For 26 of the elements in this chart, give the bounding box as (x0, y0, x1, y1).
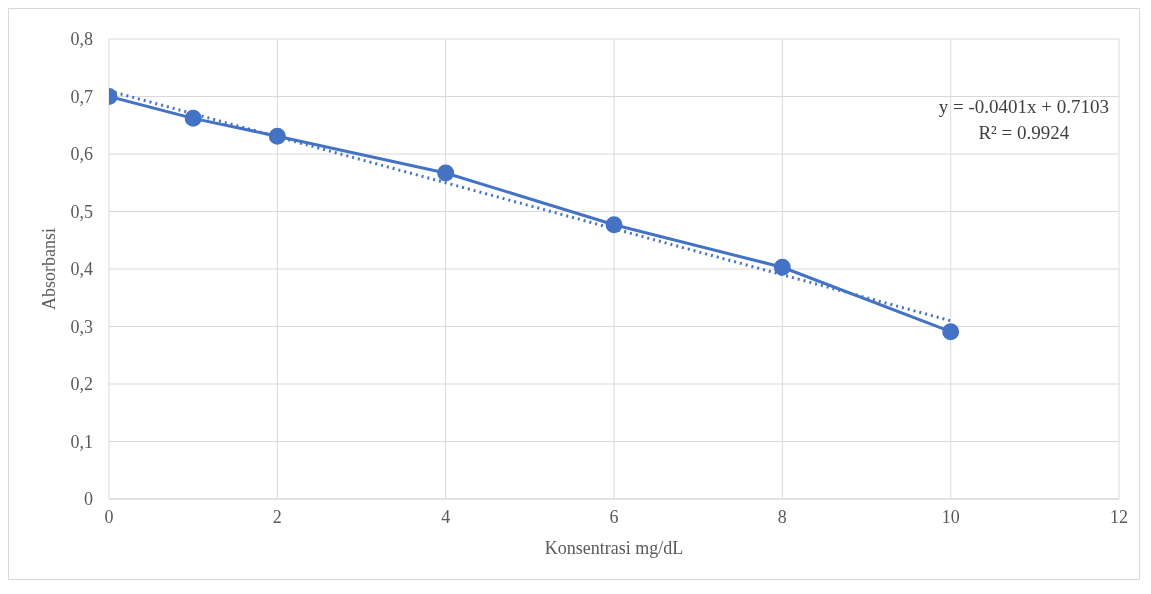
x-tick-label: 12 (1110, 507, 1128, 527)
point (184, 109, 202, 127)
y-tick-label: 0,7 (70, 86, 93, 107)
x-tick-label: 2 (272, 507, 282, 527)
y-tick-label: 0,3 (70, 316, 93, 337)
point (773, 258, 791, 276)
point (942, 323, 960, 341)
x-tick-label: 8 (777, 507, 787, 527)
x-tick-label: 0 (104, 507, 114, 527)
y-tick-label: 0,1 (70, 431, 93, 452)
x-tick-label: 4 (441, 507, 451, 527)
x-tick-label: 6 (609, 507, 619, 527)
x-axis-title: Konsentrasi mg/dL (544, 538, 684, 558)
y-tick-label: 0 (84, 489, 93, 509)
y-tick-label: 0,5 (70, 201, 93, 222)
y-tick-label: 0,6 (70, 144, 93, 164)
y-tick-label: 0,2 (70, 374, 93, 394)
point (268, 127, 286, 145)
y-tick-label: 0,4 (70, 259, 93, 279)
point (437, 164, 455, 182)
y-axis-title: Absorbansi (39, 228, 60, 310)
annotation: R² = 0.9924 (977, 121, 1071, 145)
x-tick-label: 10 (941, 507, 960, 527)
annotation: y = -0.0401x + 0.7103 (938, 95, 1109, 119)
point (605, 216, 623, 234)
y-tick-label: 0,8 (70, 29, 93, 49)
